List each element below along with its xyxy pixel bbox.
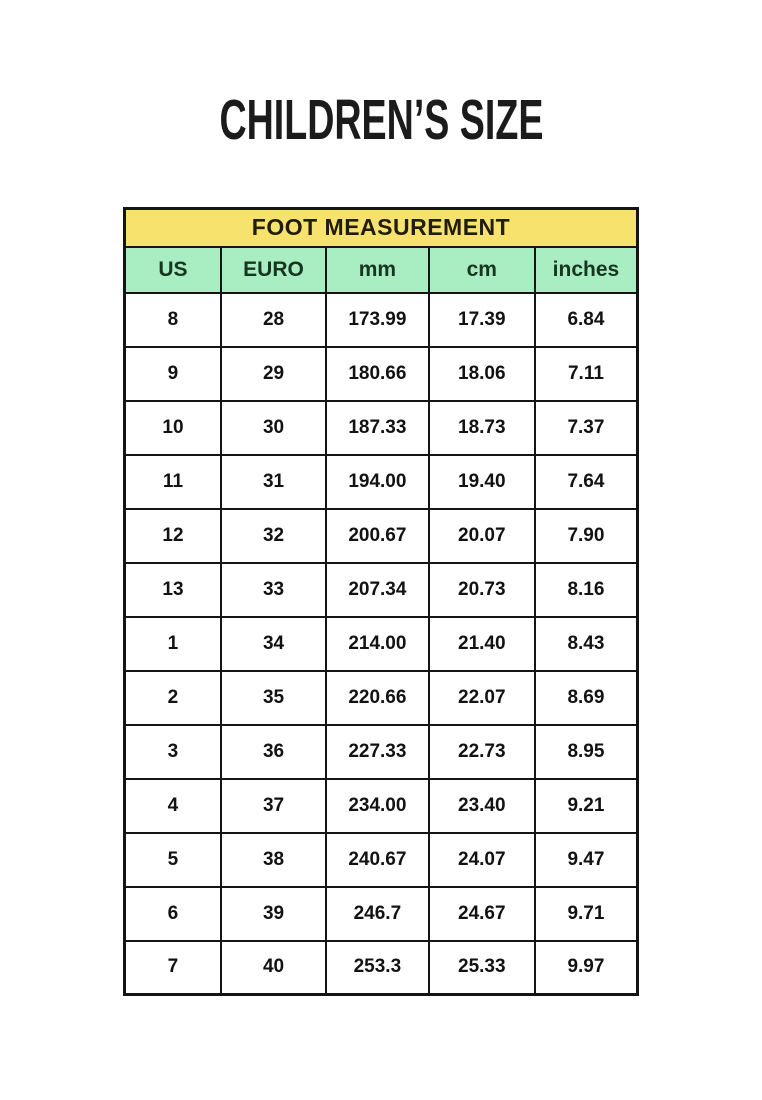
table-cell: 12 <box>123 507 222 564</box>
table-cell: 9.47 <box>533 831 639 888</box>
table-cell: 5 <box>123 831 222 888</box>
table-cell: 35 <box>219 669 328 726</box>
table-cell: 20.07 <box>427 507 536 564</box>
size-table: FOOT MEASUREMENT US EURO mm cm inches 8 28 173… <box>123 207 639 996</box>
table-cell: 7.90 <box>533 507 639 564</box>
column-header-euro: EURO <box>219 245 328 294</box>
table-cell: 9 <box>123 345 222 402</box>
table-cell: 17.39 <box>427 291 536 348</box>
table-cell: 25.33 <box>427 939 536 996</box>
table-cell: 13 <box>123 561 222 618</box>
table-cell: 3 <box>123 723 222 780</box>
table-cell: 2 <box>123 669 222 726</box>
column-header-mm: mm <box>325 245 430 294</box>
table-header-row: FOOT MEASUREMENT <box>123 207 639 248</box>
table-row: 5 38 240.67 24.07 9.47 <box>123 831 639 888</box>
table-cell: 31 <box>219 453 328 510</box>
table-cell: 173.99 <box>325 291 430 348</box>
table-header: FOOT MEASUREMENT <box>123 207 639 248</box>
table-cell: 24.07 <box>427 831 536 888</box>
table-cell: 8.95 <box>533 723 639 780</box>
table-row: 13 33 207.34 20.73 8.16 <box>123 561 639 618</box>
table-body: 8 28 173.99 17.39 6.84 9 29 180.66 18.06 7.11 10 30… <box>123 291 639 996</box>
table-cell: 18.73 <box>427 399 536 456</box>
table-cell: 39 <box>219 885 328 942</box>
table-cell: 33 <box>219 561 328 618</box>
table-cell: 34 <box>219 615 328 672</box>
table-cell: 7.11 <box>533 345 639 402</box>
table-cell: 37 <box>219 777 328 834</box>
table-cell: 24.67 <box>427 885 536 942</box>
table-cell: 8.16 <box>533 561 639 618</box>
table-cell: 22.73 <box>427 723 536 780</box>
table-cell: 18.06 <box>427 345 536 402</box>
table-row: 8 28 173.99 17.39 6.84 <box>123 291 639 348</box>
table-cell: 4 <box>123 777 222 834</box>
table-cell: 6.84 <box>533 291 639 348</box>
table-cell: 180.66 <box>325 345 430 402</box>
table-row: 6 39 246.7 24.67 9.71 <box>123 885 639 942</box>
table-row: 9 29 180.66 18.06 7.11 <box>123 345 639 402</box>
column-header-inches: inches <box>533 245 639 294</box>
table-cell: 40 <box>219 939 328 996</box>
table-cell: 19.40 <box>427 453 536 510</box>
table-cell: 8.69 <box>533 669 639 726</box>
table-cell: 200.67 <box>325 507 430 564</box>
table-cell: 234.00 <box>325 777 430 834</box>
table-cell: 36 <box>219 723 328 780</box>
table-row: 7 40 253.3 25.33 9.97 <box>123 939 639 996</box>
page-title: CHILDREN’S SIZE <box>0 0 762 149</box>
table-cell: 187.33 <box>325 399 430 456</box>
table-cell: 20.73 <box>427 561 536 618</box>
table-cell: 227.33 <box>325 723 430 780</box>
page-title-text: CHILDREN’S SIZE <box>219 88 543 152</box>
table-cell: 7.37 <box>533 399 639 456</box>
table-row: 11 31 194.00 19.40 7.64 <box>123 453 639 510</box>
table-cell: 253.3 <box>325 939 430 996</box>
table-row: 4 37 234.00 23.40 9.21 <box>123 777 639 834</box>
table-cell: 8.43 <box>533 615 639 672</box>
table-cell: 246.7 <box>325 885 430 942</box>
table-cell: 6 <box>123 885 222 942</box>
table-cell: 32 <box>219 507 328 564</box>
column-header-us: US <box>123 245 222 294</box>
table-cell: 22.07 <box>427 669 536 726</box>
table-cell: 23.40 <box>427 777 536 834</box>
table-cell: 11 <box>123 453 222 510</box>
table-cell: 9.97 <box>533 939 639 996</box>
table-cell: 194.00 <box>325 453 430 510</box>
table-cell: 7 <box>123 939 222 996</box>
table-cell: 30 <box>219 399 328 456</box>
table-cell: 7.64 <box>533 453 639 510</box>
table-cell: 220.66 <box>325 669 430 726</box>
column-header-row: US EURO mm cm inches <box>123 245 639 294</box>
table-cell: 9.71 <box>533 885 639 942</box>
table-row: 10 30 187.33 18.73 7.37 <box>123 399 639 456</box>
table-row: 3 36 227.33 22.73 8.95 <box>123 723 639 780</box>
column-header-cm: cm <box>427 245 536 294</box>
table-cell: 38 <box>219 831 328 888</box>
table-cell: 28 <box>219 291 328 348</box>
table-cell: 8 <box>123 291 222 348</box>
table-cell: 29 <box>219 345 328 402</box>
table-cell: 9.21 <box>533 777 639 834</box>
table-cell: 214.00 <box>325 615 430 672</box>
table-row: 2 35 220.66 22.07 8.69 <box>123 669 639 726</box>
table-row: 1 34 214.00 21.40 8.43 <box>123 615 639 672</box>
table-cell: 240.67 <box>325 831 430 888</box>
table-cell: 207.34 <box>325 561 430 618</box>
table-cell: 1 <box>123 615 222 672</box>
table-row: 12 32 200.67 20.07 7.90 <box>123 507 639 564</box>
table-cell: 21.40 <box>427 615 536 672</box>
table-cell: 10 <box>123 399 222 456</box>
